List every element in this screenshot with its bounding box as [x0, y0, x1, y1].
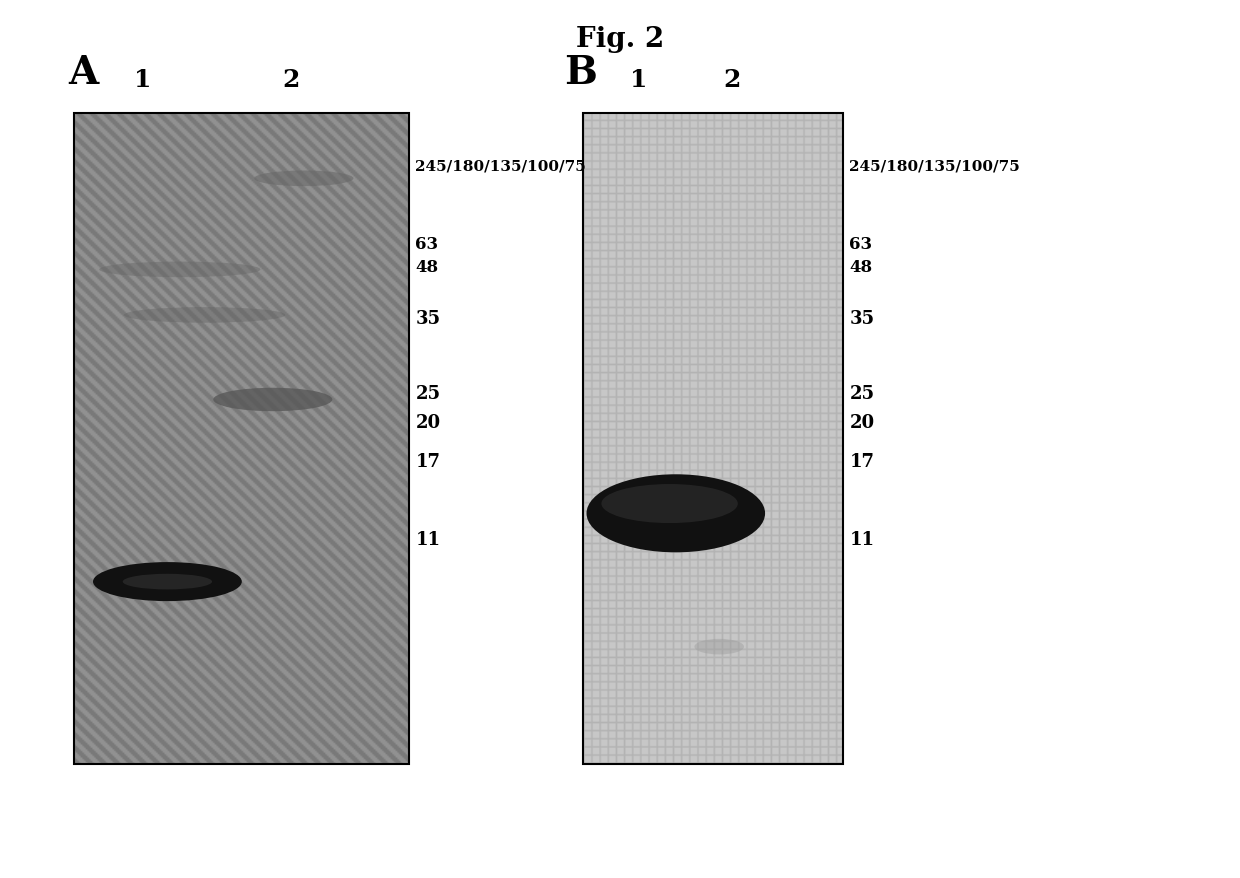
Ellipse shape: [601, 485, 738, 523]
Ellipse shape: [254, 171, 353, 187]
Ellipse shape: [587, 475, 765, 553]
Text: 245/180/135/100/75: 245/180/135/100/75: [415, 159, 587, 173]
Bar: [583, 114, 843, 764]
Text: A: A: [68, 54, 98, 92]
Text: 63: 63: [849, 235, 873, 253]
Text: 35: 35: [415, 310, 440, 327]
Ellipse shape: [694, 639, 744, 655]
Text: 1: 1: [630, 68, 647, 92]
Text: 63: 63: [415, 235, 439, 253]
Text: 1: 1: [134, 68, 151, 92]
Bar: [74, 114, 409, 764]
Text: 245/180/135/100/75: 245/180/135/100/75: [849, 159, 1021, 173]
Text: 17: 17: [849, 453, 874, 471]
Text: Fig. 2: Fig. 2: [575, 26, 665, 54]
Text: 2: 2: [283, 68, 300, 92]
Ellipse shape: [123, 574, 212, 590]
Text: 20: 20: [849, 414, 874, 432]
Ellipse shape: [93, 563, 242, 601]
Text: B: B: [564, 54, 598, 92]
Ellipse shape: [124, 308, 285, 323]
Text: 17: 17: [415, 453, 440, 471]
Ellipse shape: [99, 263, 260, 277]
Text: 25: 25: [415, 385, 440, 402]
Text: 48: 48: [849, 258, 873, 276]
Text: 11: 11: [849, 530, 874, 549]
Text: 11: 11: [415, 530, 440, 549]
Text: 48: 48: [415, 258, 439, 276]
Text: 25: 25: [849, 385, 874, 402]
Text: 2: 2: [723, 68, 740, 92]
Text: 20: 20: [415, 414, 440, 432]
Ellipse shape: [213, 388, 332, 412]
Text: 35: 35: [849, 310, 874, 327]
